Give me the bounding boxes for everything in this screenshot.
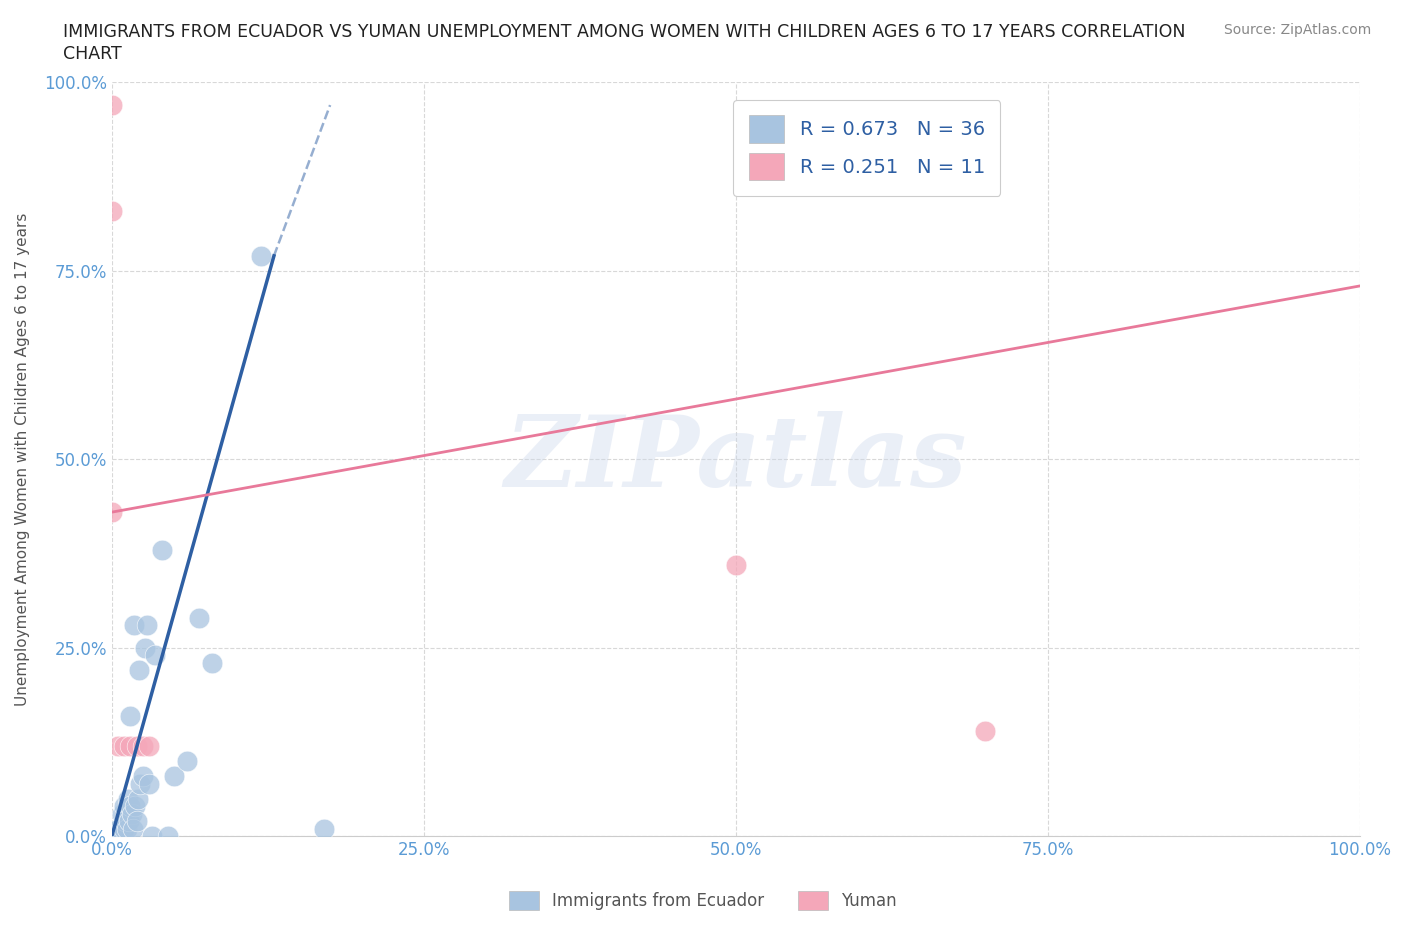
Point — [128, 663, 150, 678]
Point — [107, 821, 129, 836]
Point — [111, 821, 134, 836]
Point — [112, 799, 135, 814]
Legend: R = 0.673   N = 36, R = 0.251   N = 11: R = 0.673 N = 36, R = 0.251 N = 11 — [734, 100, 1001, 195]
Point — [129, 777, 152, 791]
Point — [312, 821, 335, 836]
Point — [163, 768, 186, 783]
Text: Source: ZipAtlas.com: Source: ZipAtlas.com — [1223, 23, 1371, 37]
Point — [200, 656, 222, 671]
Point — [100, 505, 122, 520]
Point — [120, 709, 142, 724]
Point — [107, 829, 129, 844]
Point — [122, 618, 145, 632]
Point — [111, 806, 134, 821]
Point — [124, 799, 146, 814]
Point — [974, 724, 997, 738]
Text: IMMIGRANTS FROM ECUADOR VS YUMAN UNEMPLOYMENT AMONG WOMEN WITH CHILDREN AGES 6 T: IMMIGRANTS FROM ECUADOR VS YUMAN UNEMPLO… — [63, 23, 1185, 41]
Point — [138, 738, 160, 753]
Point — [120, 738, 142, 753]
Point — [110, 829, 132, 844]
Point — [100, 98, 122, 113]
Point — [156, 829, 179, 844]
Point — [138, 777, 160, 791]
Point — [135, 618, 157, 632]
Point — [141, 829, 163, 844]
Text: ZIPatlas: ZIPatlas — [505, 411, 967, 508]
Point — [107, 738, 129, 753]
Point — [117, 791, 139, 806]
Point — [115, 821, 138, 836]
Text: CHART: CHART — [63, 45, 122, 62]
Point — [188, 610, 211, 625]
Point — [132, 768, 155, 783]
Point — [100, 203, 122, 218]
Point — [134, 641, 156, 656]
Point — [250, 248, 273, 263]
Point — [111, 829, 134, 844]
Point — [132, 738, 155, 753]
Point — [120, 799, 142, 814]
Point — [150, 542, 173, 557]
Point — [176, 753, 198, 768]
Point — [118, 814, 141, 829]
Point — [127, 791, 149, 806]
Point — [112, 821, 135, 836]
Point — [125, 738, 148, 753]
Point — [114, 814, 136, 829]
Point — [122, 821, 145, 836]
Point — [112, 738, 135, 753]
Point — [145, 648, 167, 663]
Point — [121, 806, 143, 821]
Point — [125, 814, 148, 829]
Legend: Immigrants from Ecuador, Yuman: Immigrants from Ecuador, Yuman — [502, 884, 904, 917]
Point — [724, 557, 747, 572]
Y-axis label: Unemployment Among Women with Children Ages 6 to 17 years: Unemployment Among Women with Children A… — [15, 213, 30, 706]
